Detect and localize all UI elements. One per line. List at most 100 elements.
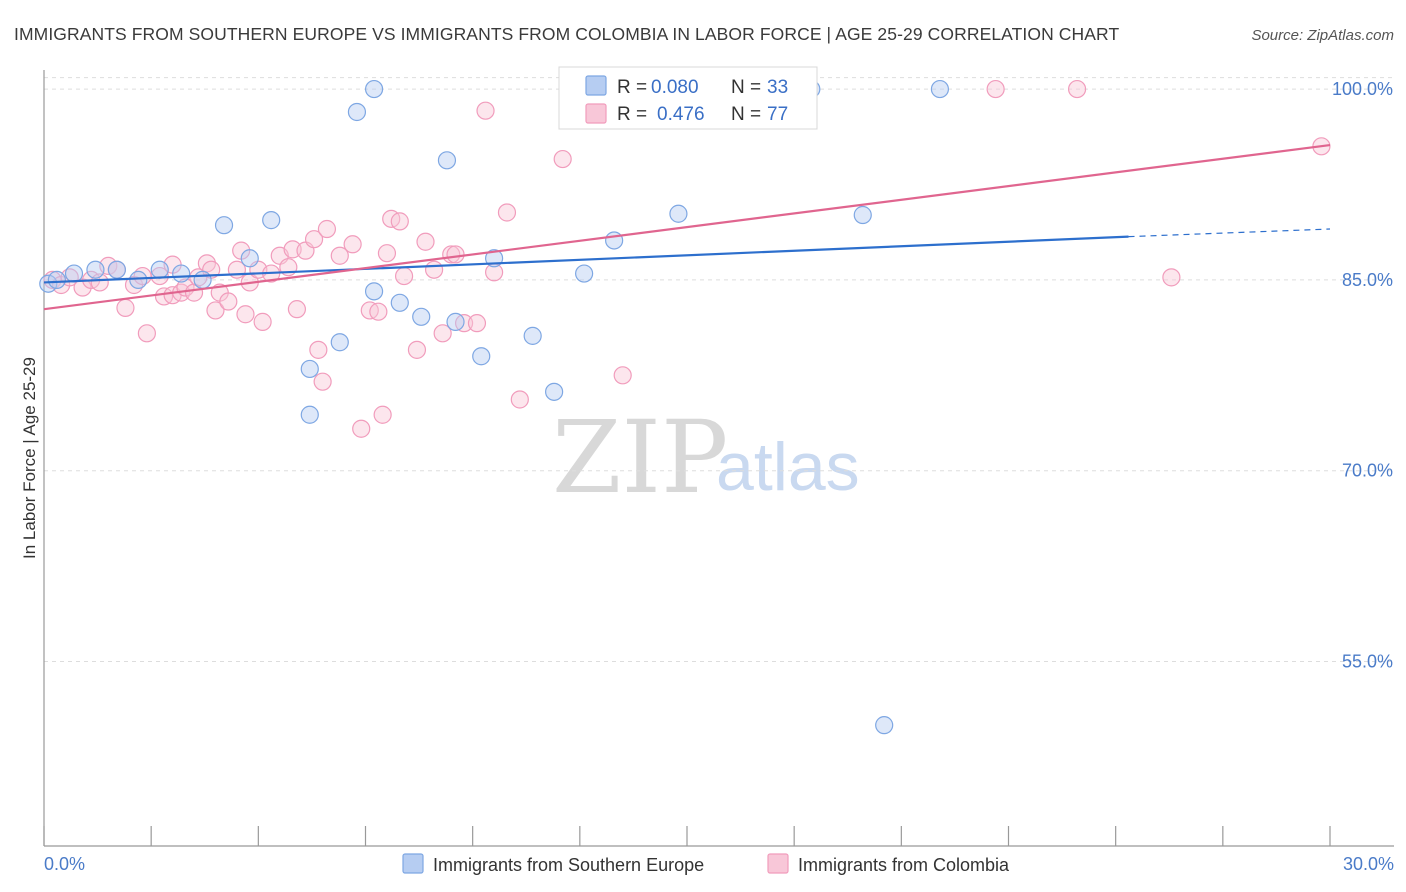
y-tick-labels: 55.0% 70.0% 85.0% 100.0% xyxy=(1332,79,1393,671)
legend-label-colombia: Immigrants from Colombia xyxy=(798,855,1010,875)
point-colombia-34 xyxy=(283,240,302,259)
point-colombia-37 xyxy=(304,230,324,249)
point-southern-europe-11 xyxy=(262,211,281,230)
point-southern-europe-16 xyxy=(364,282,384,301)
point-southern-europe-28 xyxy=(669,204,688,223)
point-colombia-11 xyxy=(137,324,156,343)
point-colombia-45 xyxy=(369,302,388,321)
point-southern-europe-4 xyxy=(107,260,126,279)
trend-line-southern-europe-extension xyxy=(1128,228,1331,238)
axes xyxy=(43,70,1394,847)
point-colombia-59 xyxy=(476,101,495,120)
point-colombia-30 xyxy=(253,312,272,331)
legend-swatch-southern-europe xyxy=(402,853,424,874)
point-colombia-61 xyxy=(497,203,517,222)
point-colombia-40 xyxy=(317,219,337,239)
point-southern-europe-21 xyxy=(446,312,465,331)
legend-swatch-colombia xyxy=(767,853,789,874)
point-colombia-58 xyxy=(467,314,487,333)
point-southern-europe-10 xyxy=(240,249,259,268)
y-axis-label: In Labor Force | Age 25-29 xyxy=(20,357,39,559)
trend-lines xyxy=(43,143,1331,311)
point-southern-europe-32 xyxy=(930,79,950,99)
point-colombia-64 xyxy=(613,366,632,385)
point-colombia-53 xyxy=(424,260,444,279)
point-colombia-27 xyxy=(236,305,255,324)
point-southern-europe-27 xyxy=(605,231,624,250)
point-southern-europe-1 xyxy=(47,270,66,290)
point-colombia-39 xyxy=(313,372,332,391)
stats-box: R = 0.080 N = 33 R = 0.476 N = 77 xyxy=(558,66,818,130)
point-southern-europe-20 xyxy=(437,151,457,170)
point-southern-europe-13 xyxy=(300,359,319,379)
chart-title: IMMIGRANTS FROM SOUTHERN EUROPE VS IMMIG… xyxy=(14,24,1119,44)
point-colombia-56 xyxy=(446,245,465,264)
chart-source: Source: ZipAtlas.com xyxy=(1251,27,1394,44)
stats-swatch-southern-europe xyxy=(585,75,607,96)
point-southern-europe-30 xyxy=(853,205,872,225)
stats-swatch-colombia xyxy=(585,103,607,124)
point-colombia-52 xyxy=(416,232,435,251)
point-southern-europe-26 xyxy=(575,264,594,283)
x-tick-labels: 0.0% 30.0% xyxy=(44,854,1394,874)
point-colombia-50 xyxy=(394,266,414,286)
point-southern-europe-19 xyxy=(412,307,431,326)
point-southern-europe-17 xyxy=(364,79,384,99)
point-colombia-69 xyxy=(1162,268,1181,287)
point-southern-europe-7 xyxy=(172,264,191,283)
point-southern-europe-15 xyxy=(347,102,367,122)
point-southern-europe-9 xyxy=(214,216,234,235)
y-tick-label-3: 100.0% xyxy=(1332,79,1393,99)
stats-n-value-2: 77 xyxy=(767,104,788,125)
x-tick-label-0: 0.0% xyxy=(44,854,85,874)
point-southern-europe-3 xyxy=(86,260,105,279)
point-southern-europe-5 xyxy=(129,270,148,290)
stats-r-value-1: 0.080 xyxy=(651,77,699,98)
point-colombia-67 xyxy=(986,79,1005,99)
point-colombia-54 xyxy=(433,324,452,343)
point-southern-europe-24 xyxy=(523,326,542,345)
legend-label-southern-europe: Immigrants from Southern Europe xyxy=(433,855,704,875)
point-colombia-42 xyxy=(343,235,362,254)
trend-line-southern-europe xyxy=(43,235,1129,284)
point-colombia-46 xyxy=(373,405,392,424)
point-southern-europe-22 xyxy=(472,347,491,366)
y-tick-label-0: 55.0% xyxy=(1342,652,1393,672)
bottom-legend: Immigrants from Southern Europe Immigran… xyxy=(402,853,1010,875)
x-tick-label-1: 30.0% xyxy=(1343,854,1394,874)
stats-n-value-1: 33 xyxy=(767,77,788,98)
point-colombia-49 xyxy=(390,212,409,231)
point-colombia-43 xyxy=(352,419,371,438)
stats-r-label-1: R = xyxy=(617,77,647,98)
point-colombia-68 xyxy=(1067,79,1087,99)
y-tick-label-1: 70.0% xyxy=(1342,461,1393,481)
stats-r-label-2: R = xyxy=(617,104,647,125)
point-southern-europe-6 xyxy=(150,260,169,279)
watermark-zip: ZIP xyxy=(552,399,728,516)
y-tick-label-2: 85.0% xyxy=(1342,270,1393,290)
point-southern-europe-31 xyxy=(875,716,894,735)
grid-lines xyxy=(44,77,1394,663)
point-colombia-24 xyxy=(219,292,238,311)
point-colombia-62 xyxy=(510,390,529,409)
point-southern-europe-12 xyxy=(300,405,319,424)
watermark-atlas: atlas xyxy=(716,429,860,505)
point-colombia-35 xyxy=(287,300,307,319)
trend-line-colombia xyxy=(43,143,1331,311)
stats-r-value-2: 0.476 xyxy=(657,104,705,125)
point-southern-europe-8 xyxy=(193,270,212,290)
point-colombia-38 xyxy=(309,340,328,359)
point-colombia-22 xyxy=(206,301,225,320)
point-colombia-8 xyxy=(116,298,135,317)
point-colombia-41 xyxy=(330,246,349,265)
point-southern-europe-14 xyxy=(330,333,349,352)
stats-n-label-2: N = xyxy=(731,104,761,125)
point-colombia-47 xyxy=(377,244,397,263)
point-southern-europe-0 xyxy=(39,274,58,293)
point-colombia-12 xyxy=(150,266,169,286)
point-colombia-63 xyxy=(553,149,572,169)
x-tick-marks xyxy=(43,826,1331,846)
stats-n-label-1: N = xyxy=(731,77,761,98)
point-southern-europe-18 xyxy=(390,293,409,312)
